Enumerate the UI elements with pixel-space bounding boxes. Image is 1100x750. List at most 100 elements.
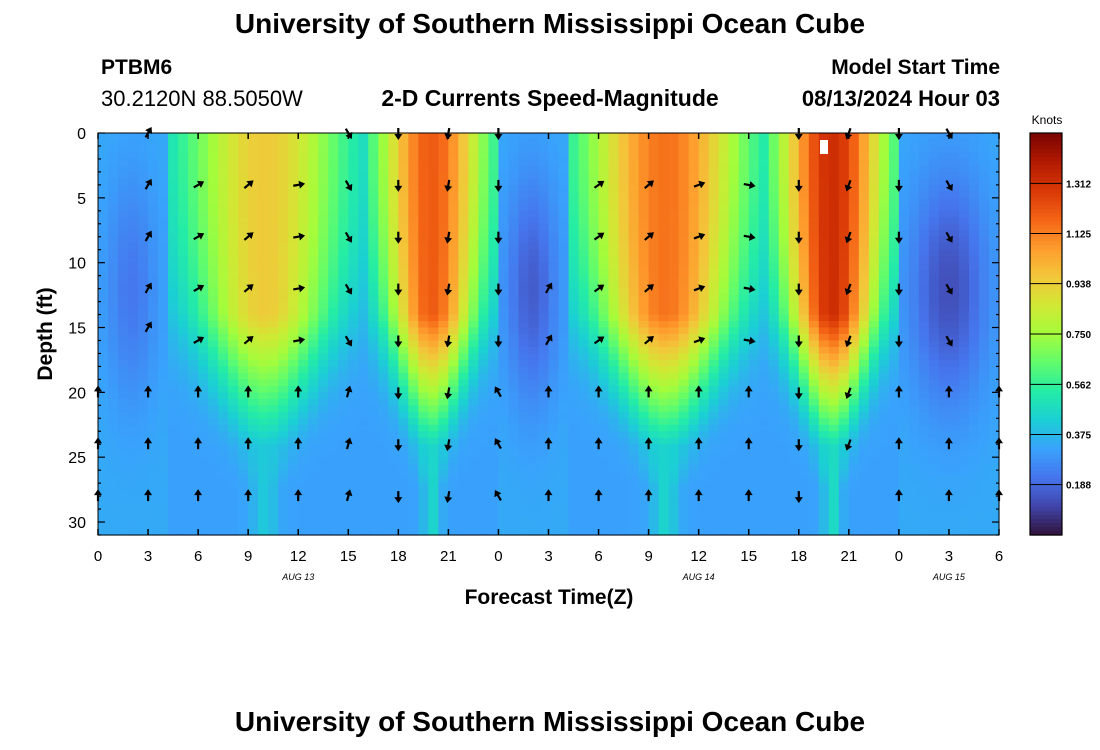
heatmap-cell	[798, 431, 810, 439]
heatmap-cell	[648, 398, 660, 406]
heatmap-cell	[698, 282, 710, 290]
heatmap-cell	[258, 528, 269, 536]
heatmap-cell	[428, 379, 439, 387]
heatmap-cell	[338, 262, 349, 270]
heatmap-cell	[798, 392, 810, 400]
heatmap-cell	[888, 476, 900, 484]
heatmap-cell	[98, 405, 109, 413]
heatmap-cell	[758, 528, 770, 536]
heatmap-cell	[418, 230, 429, 238]
heatmap-cell	[698, 308, 710, 316]
heatmap-cell	[428, 152, 439, 160]
heatmap-cell	[608, 262, 620, 270]
heatmap-cell	[688, 308, 700, 316]
heatmap-cell	[408, 437, 419, 445]
heatmap-cell	[418, 457, 429, 465]
heatmap-cell	[618, 321, 630, 329]
heatmap-cell	[328, 457, 339, 465]
heatmap-cell	[398, 295, 409, 303]
heatmap-cell	[888, 308, 900, 316]
heatmap-cell	[418, 476, 429, 484]
heatmap-cell	[248, 405, 259, 413]
heatmap-cell	[258, 197, 269, 205]
heatmap-cell	[358, 470, 369, 478]
heatmap-cell	[808, 346, 820, 355]
heatmap-cell	[768, 197, 780, 205]
heatmap-cell	[608, 256, 620, 264]
heatmap-cell	[378, 236, 389, 244]
heatmap-cell	[128, 437, 139, 445]
heatmap-cell	[438, 334, 449, 342]
heatmap-cell	[338, 171, 349, 179]
heatmap-cell	[758, 230, 770, 238]
heatmap-cell	[508, 282, 520, 290]
heatmap-cell	[258, 152, 269, 160]
heatmap-cell	[98, 450, 109, 458]
heatmap-cell	[418, 236, 429, 244]
heatmap-cell	[888, 424, 900, 432]
heatmap-cell	[448, 346, 459, 355]
heatmap-cell	[518, 308, 530, 316]
heatmap-cell	[708, 528, 720, 536]
heatmap-cell	[798, 275, 810, 283]
heatmap-cell	[388, 295, 399, 303]
heatmap-cell	[888, 301, 900, 309]
heatmap-cell	[398, 457, 409, 465]
heatmap-cell	[258, 522, 269, 530]
heatmap-cell	[508, 217, 520, 225]
heatmap-cell	[688, 353, 700, 361]
heatmap-cell	[508, 437, 520, 445]
heatmap-cell	[158, 411, 169, 419]
heatmap-cell	[168, 256, 179, 264]
heatmap-cell	[338, 334, 349, 342]
heatmap-cell	[178, 502, 189, 510]
heatmap-cell	[468, 463, 480, 471]
heatmap-cell	[538, 282, 550, 290]
heatmap-cell	[528, 262, 540, 270]
heatmap-cell	[888, 340, 900, 348]
heatmap-cell	[448, 139, 459, 147]
heatmap-cell	[168, 171, 179, 179]
heatmap-cell	[768, 256, 780, 264]
heatmap-cell	[418, 197, 429, 205]
heatmap-cell	[298, 496, 309, 504]
heatmap-cell	[488, 243, 500, 251]
heatmap-cell	[518, 197, 530, 205]
heatmap-cell	[478, 133, 490, 141]
heatmap-cell	[348, 372, 359, 380]
heatmap-cell	[328, 262, 339, 270]
heatmap-cell	[558, 346, 570, 355]
heatmap-cell	[688, 152, 700, 160]
heatmap-cell	[538, 444, 550, 452]
heatmap-cell	[808, 178, 820, 186]
heatmap-cell	[218, 249, 229, 257]
heatmap-cell	[698, 178, 710, 186]
heatmap-cell	[148, 450, 159, 458]
heatmap-cell	[628, 483, 640, 491]
heatmap-cell	[458, 334, 470, 342]
heatmap-cell	[368, 444, 379, 452]
heatmap-cell	[518, 359, 530, 368]
heatmap-cell	[738, 476, 750, 484]
heatmap-cell	[398, 275, 409, 283]
heatmap-cell	[108, 321, 119, 329]
heatmap-cell	[418, 249, 429, 257]
heatmap-cell	[348, 418, 359, 426]
heatmap-cell	[208, 269, 219, 277]
heatmap-cell	[758, 483, 770, 491]
heatmap-cell	[548, 327, 560, 335]
heatmap-cell	[738, 398, 750, 406]
heatmap-cell	[108, 470, 119, 478]
heatmap-cell	[358, 171, 369, 179]
heatmap-cell	[398, 282, 409, 290]
heatmap-cell	[108, 210, 119, 218]
heatmap-cell	[758, 463, 770, 471]
heatmap-cell	[578, 165, 590, 173]
heatmap-cell	[268, 152, 279, 160]
heatmap-cell	[268, 359, 279, 368]
heatmap-cell	[368, 405, 379, 413]
heatmap-cell	[578, 191, 590, 199]
heatmap-cell	[218, 431, 229, 439]
heatmap-cell	[858, 210, 870, 218]
heatmap-cell	[708, 282, 720, 290]
